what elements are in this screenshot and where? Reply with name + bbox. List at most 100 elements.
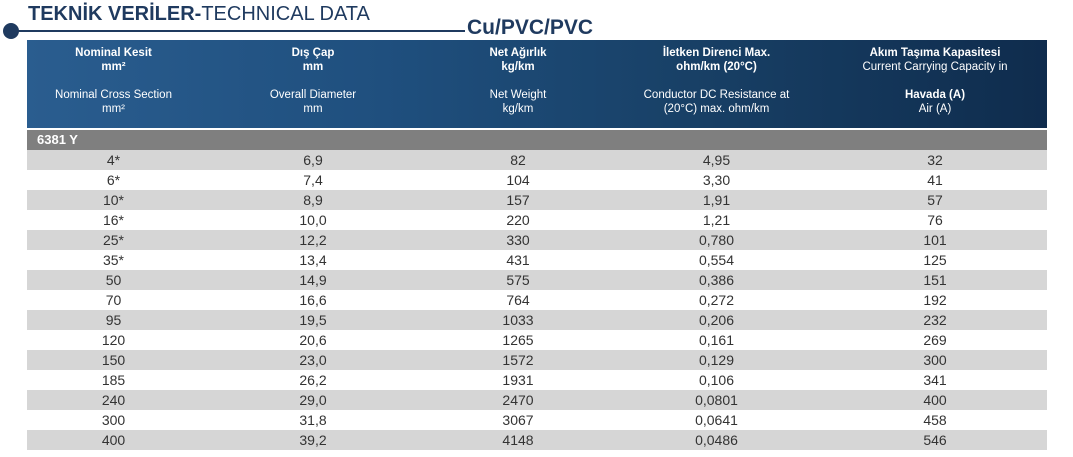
weight-cell: 1572 bbox=[502, 352, 534, 368]
resistance-cell: 0,161 bbox=[698, 332, 735, 348]
capacity-cell: 32 bbox=[927, 152, 943, 168]
resistance-cell: 0,106 bbox=[698, 372, 735, 388]
weight-cell: 3067 bbox=[502, 412, 534, 428]
cross-section-cell: 10* bbox=[102, 192, 125, 208]
capacity-cell: 300 bbox=[923, 352, 947, 368]
table-header: Nominal Kesit mm² Nominal Cross Section mm… bbox=[27, 40, 1047, 128]
cross-section-cell: 4* bbox=[106, 152, 121, 168]
weight-cell: 157 bbox=[506, 192, 530, 208]
cross-section-cell: 35* bbox=[102, 252, 125, 268]
diameter-cell: 31,8 bbox=[299, 412, 327, 428]
cross-section-cell: 16* bbox=[102, 212, 125, 228]
resistance-cell: 0,206 bbox=[698, 312, 735, 328]
resistance-cell: 0,272 bbox=[698, 292, 735, 308]
capacity-cell: 232 bbox=[923, 312, 947, 328]
cross-section-cell: 240 bbox=[101, 392, 126, 408]
capacity-cell: 400 bbox=[923, 392, 947, 408]
weight-cell: 1265 bbox=[502, 332, 534, 348]
header-label-en: Overall Diameter bbox=[269, 89, 357, 101]
capacity-cell: 151 bbox=[923, 272, 947, 288]
header-overall-diameter: Dış Çap mm Overall Diameter mm bbox=[200, 40, 426, 128]
header-unit-en: kg/km bbox=[502, 103, 534, 115]
resistance-cell: 0,386 bbox=[698, 272, 735, 288]
table-row: 25* 12,2 330 0,780 101 bbox=[27, 230, 1047, 250]
weight-cell: 431 bbox=[506, 252, 530, 268]
weight-cell: 82 bbox=[510, 152, 526, 168]
resistance-cell: 0,0641 bbox=[695, 412, 738, 428]
table-row: 95 19,5 1033 0,206 232 bbox=[27, 310, 1047, 330]
capacity-cell: 458 bbox=[923, 412, 947, 428]
title-bullet bbox=[3, 23, 19, 39]
table-row: 4* 6,9 82 4,95 32 bbox=[27, 150, 1047, 170]
header-label-tr: Akım Taşıma Kapasitesi bbox=[869, 47, 1001, 59]
header-sub-en: Air (A) bbox=[918, 103, 952, 115]
weight-cell: 4148 bbox=[502, 432, 534, 448]
table-row: 70 16,6 764 0,272 192 bbox=[27, 290, 1047, 310]
diameter-cell: 14,9 bbox=[299, 272, 327, 288]
header-label-tr: Nominal Kesit bbox=[75, 47, 152, 59]
diameter-cell: 39,2 bbox=[299, 432, 327, 448]
capacity-cell: 269 bbox=[923, 332, 947, 348]
section-bar: 6381 Y bbox=[27, 130, 1047, 150]
diameter-cell: 20,6 bbox=[299, 332, 327, 348]
resistance-cell: 4,95 bbox=[702, 152, 731, 168]
diameter-cell: 23,0 bbox=[299, 352, 327, 368]
cross-section-cell: 50 bbox=[105, 272, 122, 288]
cross-section-cell: 6* bbox=[106, 172, 121, 188]
capacity-cell: 125 bbox=[923, 252, 947, 268]
table-row: 300 31,8 3067 0,0641 458 bbox=[27, 410, 1047, 430]
section-label: 6381 Y bbox=[37, 132, 78, 147]
header-unit-tr: kg/km bbox=[501, 61, 535, 73]
resistance-cell: 3,30 bbox=[702, 172, 731, 188]
header-label-tr: Net Ağırlık bbox=[489, 47, 547, 59]
table-row: 10* 8,9 157 1,91 57 bbox=[27, 190, 1047, 210]
cross-section-cell: 185 bbox=[101, 372, 126, 388]
resistance-cell: 0,554 bbox=[698, 252, 735, 268]
table-row: 6* 7,4 104 3,30 41 bbox=[27, 170, 1047, 190]
header-unit-tr: mm² bbox=[101, 61, 126, 73]
weight-cell: 1931 bbox=[502, 372, 534, 388]
diameter-cell: 7,4 bbox=[303, 172, 323, 188]
header-label-en: Nominal Cross Section bbox=[55, 89, 172, 101]
header-nominal-cross-section: Nominal Kesit mm² Nominal Cross Section mm… bbox=[27, 40, 200, 128]
cross-section-cell: 70 bbox=[105, 292, 122, 308]
resistance-cell: 1,91 bbox=[702, 192, 731, 208]
weight-cell: 2470 bbox=[502, 392, 534, 408]
resistance-cell: 0,0486 bbox=[695, 432, 738, 448]
table-row: 400 39,2 4148 0,0486 546 bbox=[27, 430, 1047, 450]
title-english: TECHNICAL DATA bbox=[201, 3, 370, 25]
cross-section-cell: 120 bbox=[101, 332, 126, 348]
table-row: 150 23,0 1572 0,129 300 bbox=[27, 350, 1047, 370]
weight-cell: 575 bbox=[506, 272, 530, 288]
weight-cell: 104 bbox=[506, 172, 530, 188]
header-label-en: Conductor DC Resistance at bbox=[643, 89, 790, 101]
weight-cell: 1033 bbox=[502, 312, 534, 328]
header-label-tr: İletken Direnci Max. bbox=[662, 47, 771, 59]
table-row: 35* 13,4 431 0,554 125 bbox=[27, 250, 1047, 270]
header-sub-tr: Havada (A) bbox=[904, 89, 966, 101]
diameter-cell: 12,2 bbox=[299, 232, 327, 248]
capacity-cell: 341 bbox=[923, 372, 947, 388]
weight-cell: 764 bbox=[506, 292, 530, 308]
cross-section-cell: 95 bbox=[105, 312, 122, 328]
diameter-cell: 19,5 bbox=[299, 312, 327, 328]
title-underline bbox=[12, 30, 465, 32]
resistance-cell: 1,21 bbox=[702, 212, 731, 228]
resistance-cell: 0,0801 bbox=[695, 392, 738, 408]
diameter-cell: 29,0 bbox=[299, 392, 327, 408]
header-label-en: Current Carrying Capacity in bbox=[862, 61, 1008, 73]
header-label-tr: Dış Çap bbox=[291, 47, 335, 59]
header-label-en: Net Weight bbox=[489, 89, 547, 101]
capacity-cell: 192 bbox=[923, 292, 947, 308]
diameter-cell: 8,9 bbox=[303, 192, 323, 208]
diameter-cell: 13,4 bbox=[299, 252, 327, 268]
table-body: 4* 6,9 82 4,95 32 6* 7,4 104 3,30 41 10* 8,9 157 1,91… bbox=[27, 150, 1047, 450]
table-row: 240 29,0 2470 0,0801 400 bbox=[27, 390, 1047, 410]
capacity-cell: 41 bbox=[927, 172, 943, 188]
capacity-cell: 546 bbox=[923, 432, 947, 448]
diameter-cell: 26,2 bbox=[299, 372, 327, 388]
header-unit-en: mm² bbox=[102, 103, 125, 115]
cross-section-cell: 300 bbox=[101, 412, 126, 428]
cable-type-subtitle: Cu/PVC/PVC bbox=[467, 16, 594, 39]
capacity-cell: 57 bbox=[927, 192, 943, 208]
